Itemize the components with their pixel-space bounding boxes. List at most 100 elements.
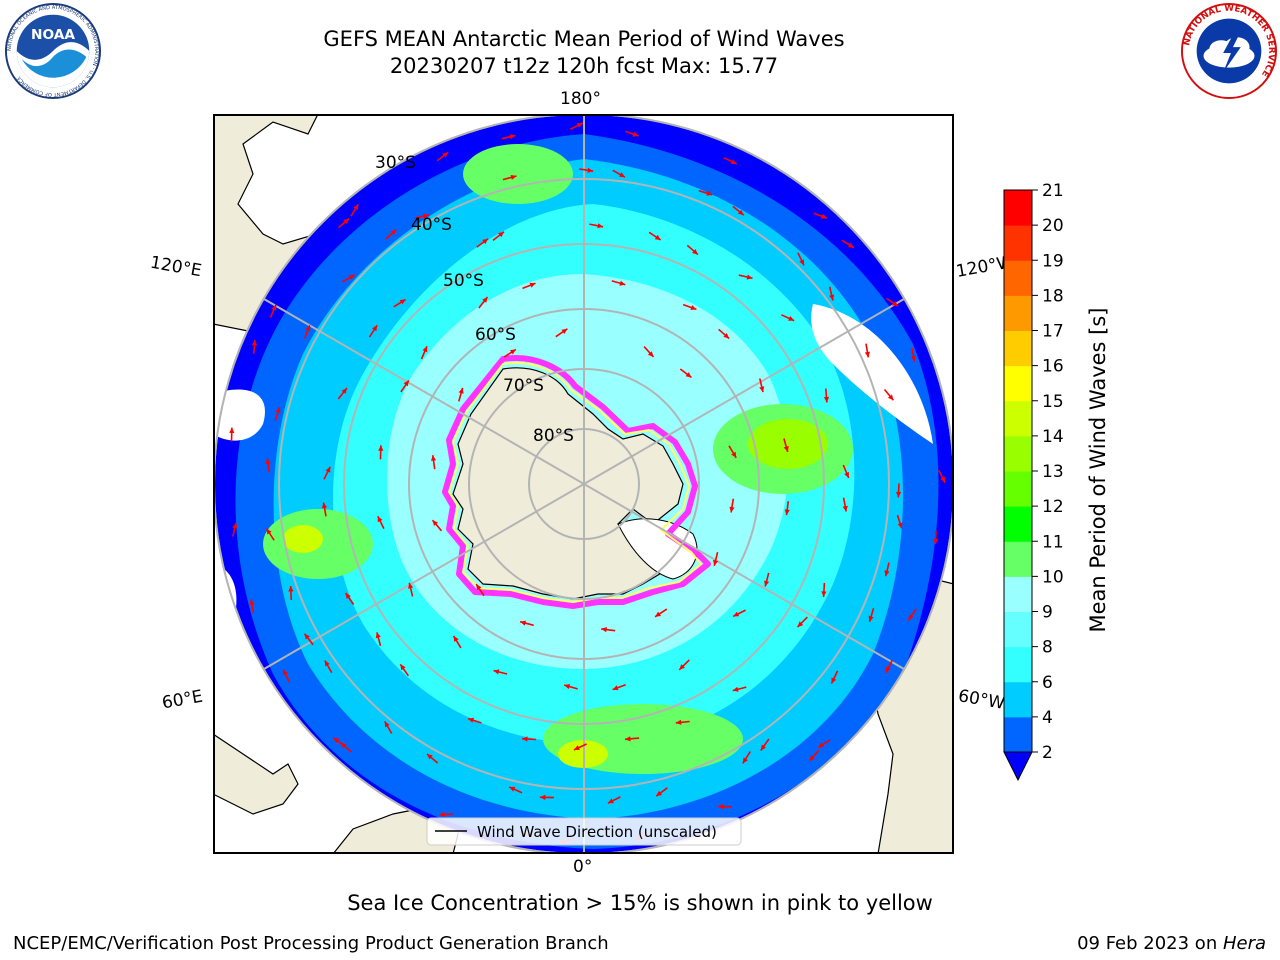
colorbar-tick-label: 19: [1042, 251, 1064, 271]
colorbar-segments: [1003, 189, 1033, 782]
wind-wave-arrowhead: [493, 669, 500, 675]
colorbar-tick-label: 6: [1042, 673, 1053, 693]
wind-wave-arrowhead: [482, 297, 488, 303]
colorbar-tick-label: 9: [1042, 603, 1053, 623]
wind-wave-arrowhead: [742, 757, 748, 764]
legend-label: Wind Wave Direction (unscaled): [477, 823, 717, 841]
nodata-west: [214, 389, 265, 441]
wind-wave-arrowhead: [275, 407, 281, 414]
wind-wave-arrowhead: [746, 274, 753, 280]
colorbar-tick-label: 18: [1042, 286, 1064, 306]
wind-wave-arrowhead: [509, 786, 516, 792]
colorbar: 2 4 6 8 9 10 11 12 13 14 15 16 17 18 19 20 21: [1003, 181, 1064, 782]
wind-wave-arrowhead: [378, 445, 384, 451]
polar-map: 30°S 40°S 50°S 60°S 70°S 80°S Wind Wave …: [213, 114, 954, 854]
wind-wave-arrowhead: [403, 380, 409, 387]
wind-wave-arrowhead: [333, 737, 340, 744]
footer-date: 09 Feb 2023 on Hera: [1077, 933, 1266, 954]
wind-wave-arrowhead: [390, 229, 397, 236]
wind-wave-arrowhead: [573, 745, 580, 750]
wind-wave-arrowhead: [453, 635, 459, 642]
wind-wave-arrowhead: [784, 509, 790, 516]
wind-wave-arrowhead: [692, 249, 698, 255]
wind-wave-arrowhead: [266, 528, 272, 535]
colorbar-segment: [1004, 435, 1032, 472]
wind-wave-arrowhead: [345, 593, 351, 599]
wind-wave-arrowhead: [498, 231, 504, 238]
wind-wave-arrowhead: [788, 316, 795, 321]
wind-wave-arrowhead: [884, 570, 890, 577]
wind-wave-arrowhead: [829, 294, 835, 301]
colorbar-segment: [1004, 646, 1032, 683]
footer-machine: Hera: [1222, 933, 1266, 954]
wind-wave-arrowhead: [229, 427, 235, 433]
wind-wave-arrowhead: [799, 259, 804, 266]
wind-wave-arrowhead: [399, 299, 406, 305]
wind-wave-arrowhead: [619, 172, 625, 178]
wind-wave-arrowhead: [730, 159, 737, 164]
wind-wave-arrowhead: [288, 586, 294, 592]
sea-ice-note: Sea Ice Concentration > 15% is shown in …: [347, 891, 933, 915]
noaa-logo-text: NOAA: [31, 27, 75, 43]
colorbar-segment: [1004, 400, 1032, 437]
wind-wave-arrowhead: [439, 811, 445, 818]
colorbar-ticks: 2 4 6 8 9 10 11 12 13 14 15 16 17 18 19 20 21: [1032, 181, 1064, 763]
wind-wave-arrowhead: [864, 351, 870, 358]
footer-branch: NCEP/EMC/Verification Post Processing Pr…: [13, 933, 609, 954]
wind-wave-arrowhead: [232, 522, 238, 529]
colorbar-segment: [1004, 330, 1032, 367]
wind-wave-arrowhead: [325, 466, 331, 473]
wind-wave-arrowhead: [809, 754, 815, 761]
colorbar-tick-label: 16: [1042, 357, 1064, 377]
colorbar-tick-label: 13: [1042, 462, 1064, 482]
wind-wave-arrowhead: [510, 174, 517, 180]
wind-wave-arrowhead: [760, 744, 766, 751]
wind-wave-arrowhead: [844, 472, 849, 478]
wind-wave-arrowhead: [675, 719, 682, 725]
wind-wave-arrowhead: [321, 502, 328, 509]
wind-wave-arrowhead: [422, 346, 428, 353]
colorbar-segment: [1004, 611, 1032, 648]
wind-wave-arrowhead: [601, 627, 607, 633]
footer-date-text: 09 Feb 2023 on: [1077, 933, 1223, 954]
colorbar-segment: [1004, 506, 1032, 542]
wind-wave-arrowhead: [619, 280, 626, 286]
wind-wave-arrowhead: [690, 305, 697, 310]
wind-wave-arrowhead: [731, 451, 737, 458]
colorbar-extend-arrow: [1003, 751, 1033, 782]
wind-wave-arrowhead: [818, 742, 825, 748]
wind-wave-arrowhead: [587, 167, 594, 173]
wind-wave-arrowhead: [868, 615, 874, 622]
wind-wave-arrowhead: [377, 516, 383, 523]
wind-wave-arrowhead: [656, 790, 662, 797]
wind-wave-arrowhead: [271, 304, 277, 311]
wind-wave-arrowhead: [520, 620, 526, 626]
wind-wave-arrowhead: [896, 491, 902, 498]
wind-wave-arrowhead: [933, 538, 939, 545]
colorbar-segment: [1004, 365, 1032, 402]
period-patch-west-core: [283, 525, 323, 553]
colorbar-tick-label: 20: [1042, 216, 1064, 236]
lon-label-180: 180°: [560, 89, 601, 109]
chart-subtitle: 20230207 t12z 120h fcst Max: 15.77: [389, 54, 779, 78]
lat-label-70s: 70°S: [503, 376, 544, 396]
wind-wave-arrowhead: [908, 614, 914, 621]
colorbar-segment: [1004, 681, 1032, 718]
wind-wave-arrowhead: [820, 213, 827, 219]
wind-wave-arrowhead: [468, 717, 474, 723]
wind-wave-arrowhead: [509, 134, 516, 140]
wind-wave-arrowhead: [561, 328, 568, 334]
wind-wave-arrowhead: [442, 152, 449, 158]
noaa-logo: NOAA NATIONAL OCEANIC AND ATMOSPHERIC AD…: [4, 2, 102, 100]
wind-wave-arrowhead: [304, 633, 310, 640]
colorbar-tick-label: 11: [1042, 532, 1064, 552]
wind-wave-arrowhead: [324, 660, 330, 667]
lat-label-60s: 60°S: [475, 325, 516, 345]
wind-wave-arrowhead: [885, 666, 891, 673]
wind-wave-arrowhead: [625, 736, 631, 742]
wind-wave-arrowhead: [576, 123, 583, 128]
land-antarctica: [452, 367, 684, 600]
wind-wave-arrowhead: [564, 684, 571, 690]
wind-wave-arrowhead: [343, 218, 350, 224]
colorbar-tick-label: 14: [1042, 427, 1064, 447]
